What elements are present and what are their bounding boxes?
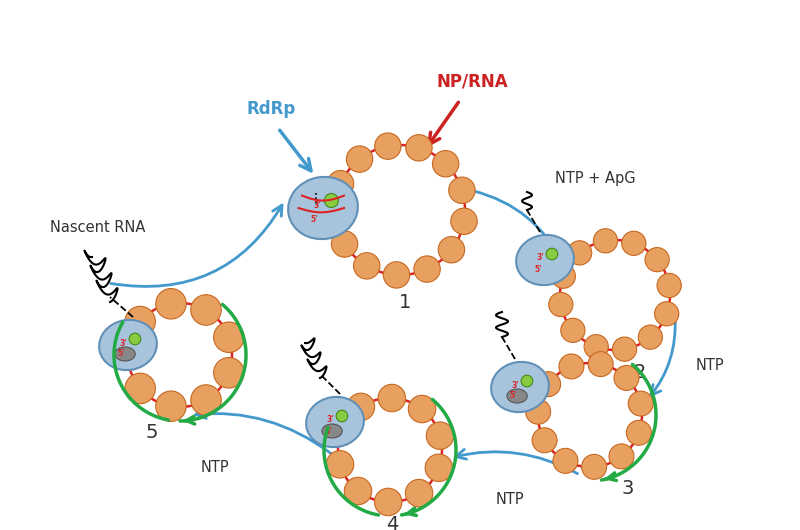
Circle shape: [406, 135, 432, 161]
Ellipse shape: [99, 320, 157, 370]
Circle shape: [567, 241, 592, 265]
Text: 5': 5': [510, 392, 517, 401]
Text: 1: 1: [399, 294, 411, 313]
Text: NTP: NTP: [696, 358, 724, 373]
Circle shape: [438, 236, 465, 263]
Text: 5': 5': [534, 264, 542, 273]
Text: 4: 4: [386, 515, 398, 530]
Circle shape: [113, 340, 143, 370]
Ellipse shape: [507, 389, 527, 403]
Circle shape: [325, 193, 338, 208]
Circle shape: [346, 146, 373, 172]
Circle shape: [536, 372, 561, 396]
Text: NP/RNA: NP/RNA: [436, 72, 508, 90]
Text: 5': 5': [311, 215, 318, 224]
Text: 3': 3': [314, 201, 322, 210]
Circle shape: [125, 373, 155, 404]
Circle shape: [426, 422, 454, 449]
Text: 5': 5': [324, 427, 332, 436]
Circle shape: [156, 391, 186, 421]
Circle shape: [156, 288, 186, 319]
Text: 3': 3': [326, 416, 334, 425]
Text: Nascent RNA: Nascent RNA: [50, 220, 146, 235]
Circle shape: [383, 262, 410, 288]
Text: 3: 3: [622, 480, 634, 499]
Text: 3': 3': [119, 339, 127, 348]
Text: 3': 3': [537, 253, 544, 262]
Circle shape: [408, 395, 436, 423]
Circle shape: [614, 366, 639, 391]
Ellipse shape: [322, 424, 342, 438]
Circle shape: [561, 318, 585, 342]
Circle shape: [549, 293, 573, 316]
Circle shape: [378, 384, 406, 412]
Text: NTP: NTP: [201, 461, 230, 475]
Circle shape: [553, 448, 578, 473]
Ellipse shape: [491, 362, 549, 412]
Circle shape: [374, 133, 401, 160]
Circle shape: [613, 337, 637, 361]
Ellipse shape: [516, 235, 574, 285]
Circle shape: [331, 231, 358, 257]
Circle shape: [609, 444, 634, 469]
Ellipse shape: [306, 397, 364, 447]
Circle shape: [425, 454, 453, 482]
Circle shape: [327, 171, 354, 197]
Circle shape: [588, 351, 613, 377]
Text: 2: 2: [634, 363, 646, 382]
Circle shape: [657, 273, 682, 297]
Circle shape: [622, 231, 646, 255]
Text: RdRp: RdRp: [246, 100, 296, 118]
Text: 5: 5: [146, 422, 158, 441]
Circle shape: [449, 177, 475, 204]
Circle shape: [374, 488, 402, 516]
Circle shape: [594, 229, 618, 253]
Circle shape: [322, 201, 348, 227]
Circle shape: [336, 410, 348, 422]
Circle shape: [546, 248, 558, 260]
Circle shape: [414, 256, 440, 282]
Circle shape: [521, 375, 533, 387]
Circle shape: [532, 428, 557, 453]
Circle shape: [406, 480, 433, 507]
Circle shape: [551, 264, 575, 288]
Circle shape: [638, 325, 662, 349]
Circle shape: [354, 253, 380, 279]
Text: NTP + ApG: NTP + ApG: [554, 171, 635, 185]
Text: 3': 3': [511, 381, 519, 390]
Circle shape: [344, 477, 372, 505]
Circle shape: [347, 393, 374, 421]
Circle shape: [654, 302, 678, 326]
Circle shape: [214, 358, 244, 388]
Circle shape: [451, 208, 478, 234]
Text: NTP: NTP: [496, 492, 524, 508]
Circle shape: [526, 399, 550, 424]
Circle shape: [125, 306, 155, 337]
Circle shape: [582, 454, 606, 479]
Circle shape: [584, 334, 608, 359]
Circle shape: [214, 322, 244, 352]
Circle shape: [190, 385, 222, 416]
Circle shape: [327, 419, 355, 446]
Circle shape: [129, 333, 141, 345]
Circle shape: [628, 391, 653, 416]
Circle shape: [559, 354, 584, 379]
Circle shape: [190, 295, 222, 325]
Circle shape: [626, 420, 651, 445]
Circle shape: [645, 248, 670, 272]
Ellipse shape: [115, 347, 135, 361]
Text: 5': 5': [118, 349, 125, 358]
Ellipse shape: [288, 177, 358, 239]
Circle shape: [433, 151, 459, 177]
Circle shape: [326, 450, 354, 478]
